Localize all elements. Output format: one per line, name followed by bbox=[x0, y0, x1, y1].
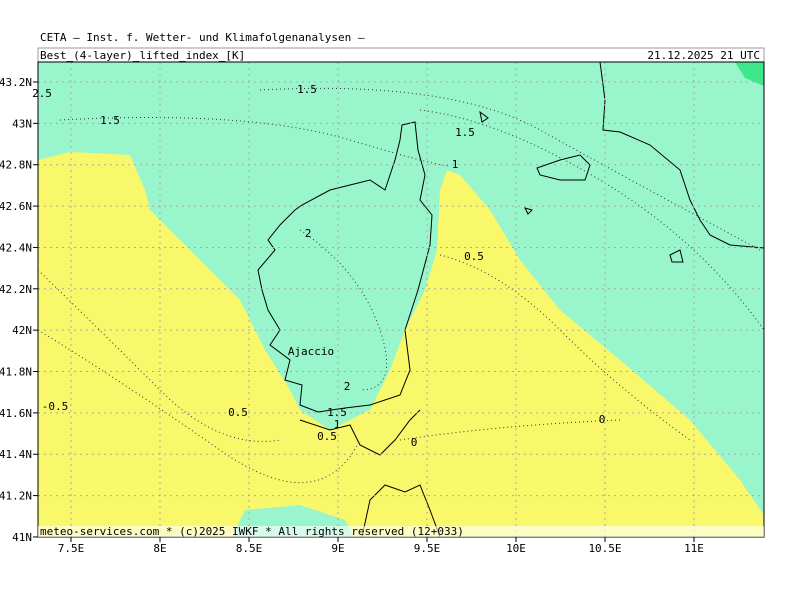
field-yellow bbox=[38, 152, 764, 537]
contour-label: -0.5 bbox=[42, 400, 69, 413]
lat-label: 42.8N bbox=[0, 159, 32, 172]
contours bbox=[37, 87, 765, 483]
institute: CETA — Inst. f. Wetter- und Klimafolgena… bbox=[40, 31, 365, 44]
lon-label: 11E bbox=[684, 542, 704, 555]
map-area: 2.5 1.51.51.5120.521.510.50.5-0.500Ajacci… bbox=[32, 61, 765, 538]
contour-label: 0 bbox=[411, 436, 418, 449]
lon-label: 10E bbox=[506, 542, 526, 555]
contour-label: 0.5 bbox=[317, 430, 337, 443]
field-dark-green bbox=[735, 62, 764, 86]
footer: meteo-services.com * (c)2025 IWKF * All … bbox=[40, 525, 464, 538]
lon-label: 9.5E bbox=[414, 542, 441, 555]
contour-label: 0.5 bbox=[228, 406, 248, 419]
contour-label: 0 bbox=[599, 413, 606, 426]
lat-label: 43.2N bbox=[0, 76, 32, 89]
contour-label: 1.5 bbox=[327, 406, 347, 419]
lon-label: 10.5E bbox=[588, 542, 621, 555]
lon-label: 8.5E bbox=[236, 542, 263, 555]
lat-label: 41.8N bbox=[0, 366, 32, 379]
contour-label: 1.5 bbox=[455, 126, 475, 139]
contour-label: 1 bbox=[334, 418, 341, 431]
contour-label: 2.5 bbox=[32, 87, 52, 100]
contour-label: 1.5 bbox=[297, 83, 317, 96]
lat-label: 42.4N bbox=[0, 241, 32, 254]
contour-label: 2 bbox=[305, 227, 312, 240]
lat-label: 41.2N bbox=[0, 490, 32, 503]
coastlines bbox=[257, 61, 765, 538]
contour-label: 1 bbox=[452, 158, 459, 171]
lat-label: 43N bbox=[12, 117, 32, 130]
footer-bar bbox=[38, 526, 764, 537]
lon-label: 9E bbox=[331, 542, 344, 555]
lat-label: 41.6N bbox=[0, 407, 32, 420]
contour-label: 2 bbox=[344, 380, 351, 393]
valid-time: 21.12.2025 21 UTC bbox=[647, 49, 760, 62]
place-label: Ajaccio bbox=[288, 345, 334, 358]
field-name: Best_(4-layer)_lifted_index_[K] bbox=[40, 49, 245, 62]
lon-label: 7.5E bbox=[58, 542, 85, 555]
lat-label: 41.4N bbox=[0, 448, 32, 461]
lon-label: 8E bbox=[153, 542, 166, 555]
lat-label: 42N bbox=[12, 324, 32, 337]
contour-label: 0.5 bbox=[464, 250, 484, 263]
lat-label: 42.2N bbox=[0, 283, 32, 296]
lat-label: 42.6N bbox=[0, 200, 32, 213]
contour-label: 1.5 bbox=[100, 114, 120, 127]
lat-label: 41N bbox=[12, 531, 32, 544]
